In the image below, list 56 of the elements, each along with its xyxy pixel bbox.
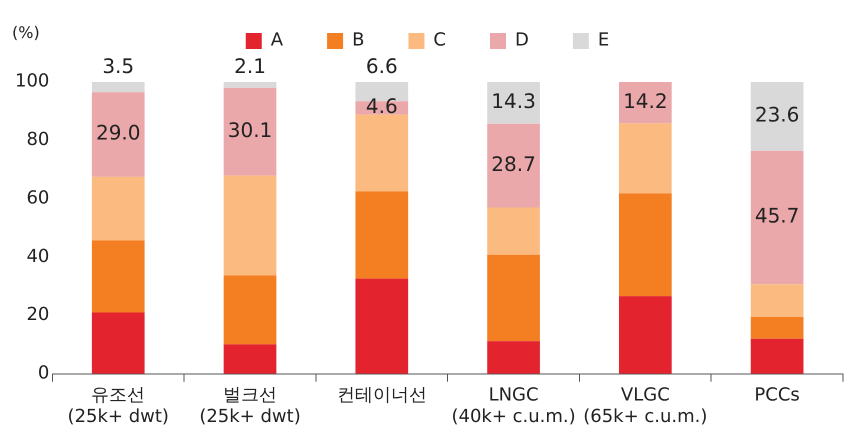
bar — [92, 92, 145, 177]
legend-label: D — [515, 30, 529, 51]
bar — [92, 240, 145, 313]
bar — [618, 82, 672, 124]
bar — [355, 278, 408, 374]
data-label: 28.7 — [491, 152, 536, 176]
x-tick-label: 컨테이너선 — [336, 384, 427, 406]
data-label: 3.5 — [102, 54, 134, 78]
y-tick-label: 20 — [26, 304, 50, 326]
y-tick-label: 60 — [26, 187, 50, 208]
bar — [487, 124, 540, 208]
y-axis-title: (%) — [12, 23, 40, 42]
legend-label: C — [433, 30, 446, 51]
bar — [224, 275, 276, 344]
bar — [224, 176, 276, 276]
bar — [750, 338, 804, 374]
bar — [750, 150, 804, 284]
x-tick-label: PCCs — [754, 384, 800, 406]
y-tick-label: 80 — [26, 129, 50, 150]
data-label: 14.2 — [623, 88, 668, 113]
bar — [750, 82, 804, 151]
y-tick-label: 100 — [14, 70, 50, 92]
bar — [618, 193, 672, 296]
data-label: 23.6 — [754, 102, 800, 127]
data-label: 2.1 — [234, 54, 266, 78]
x-tick-label: VLGC (65k+ c.u.m.) — [583, 384, 708, 427]
data-label: 45.7 — [754, 204, 800, 228]
bar — [92, 176, 145, 240]
bar — [224, 82, 276, 88]
bar — [355, 191, 408, 279]
bar — [618, 123, 672, 194]
bar — [750, 284, 804, 317]
bar — [750, 316, 804, 339]
y-tick-label: 40 — [26, 246, 50, 267]
data-label: 29.0 — [96, 120, 141, 145]
bar — [618, 296, 672, 374]
bar — [92, 82, 145, 92]
legend-label: E — [598, 30, 610, 51]
data-label: 4.6 — [366, 94, 398, 118]
legend-label: A — [270, 30, 284, 51]
bar — [92, 312, 145, 374]
x-tick-label: LNGC (40k+ c.u.m.) — [451, 384, 576, 427]
data-label: 6.6 — [366, 54, 398, 78]
data-label: 30.1 — [228, 118, 272, 142]
bar — [224, 88, 276, 176]
y-tick-label: 0 — [38, 362, 50, 384]
x-tick-label: 벌크선 (25k+ dwt) — [199, 384, 301, 427]
bar — [487, 341, 540, 374]
bar — [487, 254, 540, 342]
data-label: 14.3 — [491, 89, 536, 114]
bar — [487, 207, 540, 255]
x-tick-label: 유조선 (25k+ dwt) — [68, 384, 169, 427]
legend-label: B — [352, 30, 364, 51]
bar — [355, 114, 408, 192]
bar — [224, 344, 276, 374]
bar — [487, 82, 540, 124]
